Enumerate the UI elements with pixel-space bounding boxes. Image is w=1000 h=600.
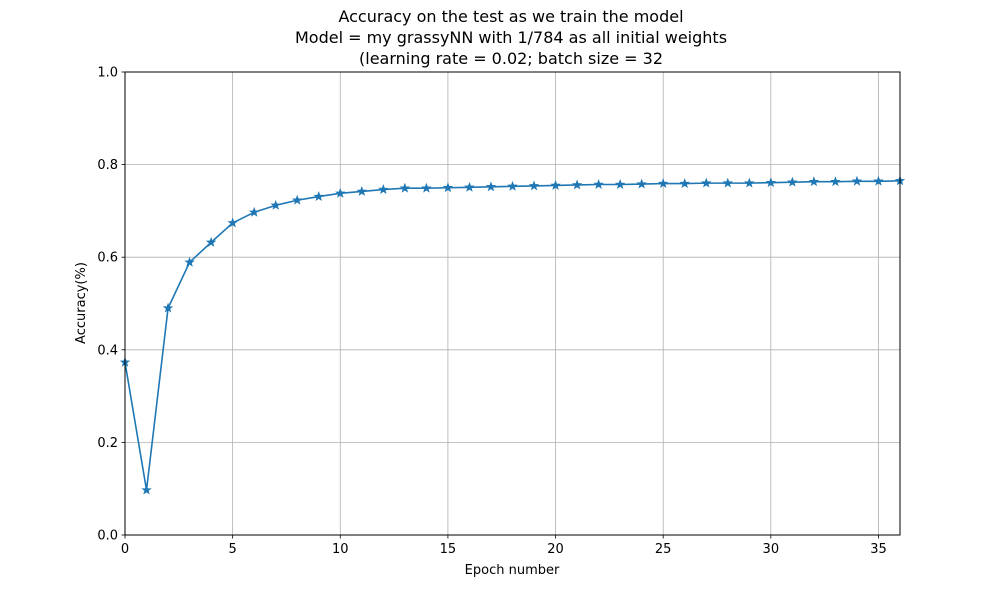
data-point-star <box>765 177 777 188</box>
data-point-star <box>335 187 346 198</box>
data-point-star <box>571 179 583 190</box>
data-point-star <box>550 179 561 190</box>
data-point-star <box>614 179 626 189</box>
data-point-star <box>528 180 540 191</box>
data-point-star <box>722 177 733 188</box>
x-tick-label: 20 <box>547 542 564 557</box>
data-point-star <box>507 180 518 191</box>
data-point-star <box>636 178 647 189</box>
data-point-star <box>184 256 195 267</box>
data-point-star <box>313 191 324 201</box>
x-tick-label: 35 <box>870 542 887 557</box>
data-point-star <box>378 184 389 195</box>
x-tick-label: 10 <box>332 542 349 557</box>
x-tick-label: 15 <box>440 542 457 557</box>
y-tick-label: 0.0 <box>97 529 118 544</box>
y-axis-label: Accuracy(%) <box>74 262 89 344</box>
y-tick-label: 1.0 <box>97 66 118 81</box>
data-point-star <box>701 177 712 188</box>
data-point-star <box>808 176 820 187</box>
data-series <box>119 175 906 495</box>
x-tick-label: 0 <box>121 542 129 557</box>
data-point-star <box>679 178 690 189</box>
chart-title: Accuracy on the test as we train the mod… <box>295 7 727 68</box>
data-point-star <box>442 182 454 193</box>
data-point-star <box>205 236 217 247</box>
data-point-star <box>356 185 368 196</box>
x-tick-label: 25 <box>655 542 672 557</box>
x-tick-label: 5 <box>228 542 236 557</box>
axes-frame <box>124 71 901 536</box>
data-point-star <box>270 199 281 210</box>
chart-title-line-1: Accuracy on the test as we train the mod… <box>338 7 683 26</box>
y-tick-label: 0.6 <box>97 251 118 266</box>
y-tick-label: 0.8 <box>97 158 118 173</box>
data-point-star <box>292 194 303 205</box>
data-point-star <box>744 177 755 188</box>
data-point-star <box>162 302 174 313</box>
y-tick-label: 0.2 <box>97 436 118 451</box>
data-point-star <box>657 178 669 189</box>
chart-title-line-3: (learning rate = 0.02; batch size = 32 <box>359 49 663 68</box>
data-point-star <box>485 181 497 192</box>
data-point-star <box>830 176 841 187</box>
y-tick-label: 0.4 <box>97 343 118 358</box>
data-point-star <box>141 484 152 495</box>
data-point-star <box>593 179 604 189</box>
x-axis-label: Epoch number <box>465 563 560 578</box>
data-point-star <box>464 181 475 192</box>
data-point-star <box>851 175 863 186</box>
data-point-star <box>248 206 260 217</box>
data-point-star <box>787 176 798 187</box>
axis-ticks: 0 5 10 15 20 25 30 35 0.0 0.2 0.4 0.6 0.8 1.0 <box>97 66 886 558</box>
x-tick-label: 30 <box>763 542 780 557</box>
chart-title-line-2: Model = my grassyNN with 1/784 as all in… <box>295 28 727 47</box>
data-point-star <box>873 175 884 186</box>
data-point-star <box>227 217 238 228</box>
data-point-star <box>399 182 411 193</box>
data-point-star <box>421 182 432 193</box>
